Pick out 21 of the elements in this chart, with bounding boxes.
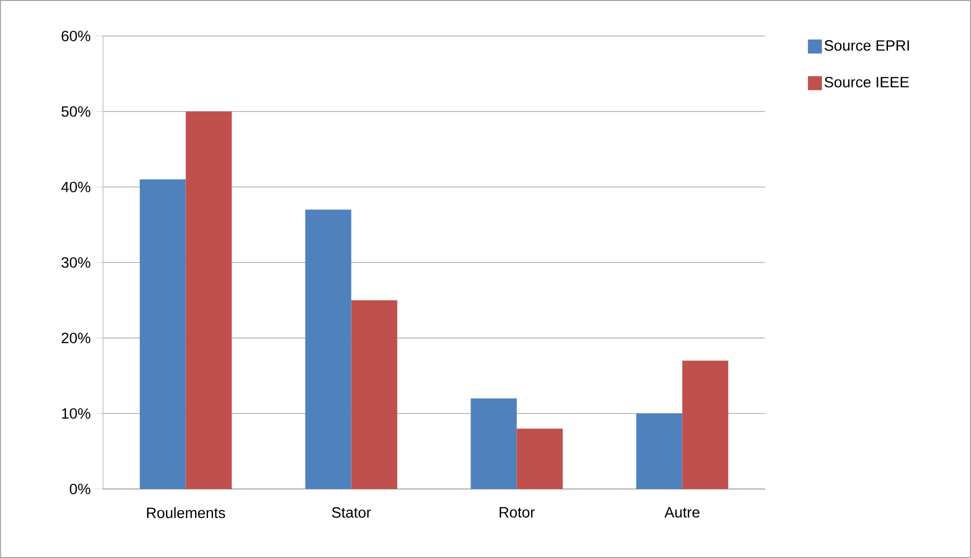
bar <box>351 300 398 489</box>
y-tick-label: 0% <box>70 484 90 494</box>
bar <box>636 413 682 489</box>
bar <box>140 179 186 489</box>
y-tick-label: 30% <box>61 257 90 268</box>
bar <box>305 210 352 489</box>
bar <box>516 428 563 489</box>
bar <box>470 398 517 489</box>
x-tick-label: Rotor <box>500 507 535 518</box>
y-tick-label: 60% <box>62 30 90 42</box>
y-tick-label: 10% <box>62 408 90 419</box>
x-tick-label: Stator <box>332 507 371 518</box>
legend-label: Source IEEE <box>824 76 909 88</box>
y-tick-label: 50% <box>62 106 90 117</box>
x-tick-label: Roulements <box>147 507 226 518</box>
y-tick-label: 20% <box>62 332 90 344</box>
legend-label: Source EPRI <box>824 40 909 51</box>
x-tick-label: Autre <box>664 507 700 518</box>
bar <box>186 111 232 489</box>
bar <box>682 360 728 489</box>
y-tick-label: 40% <box>61 182 90 192</box>
